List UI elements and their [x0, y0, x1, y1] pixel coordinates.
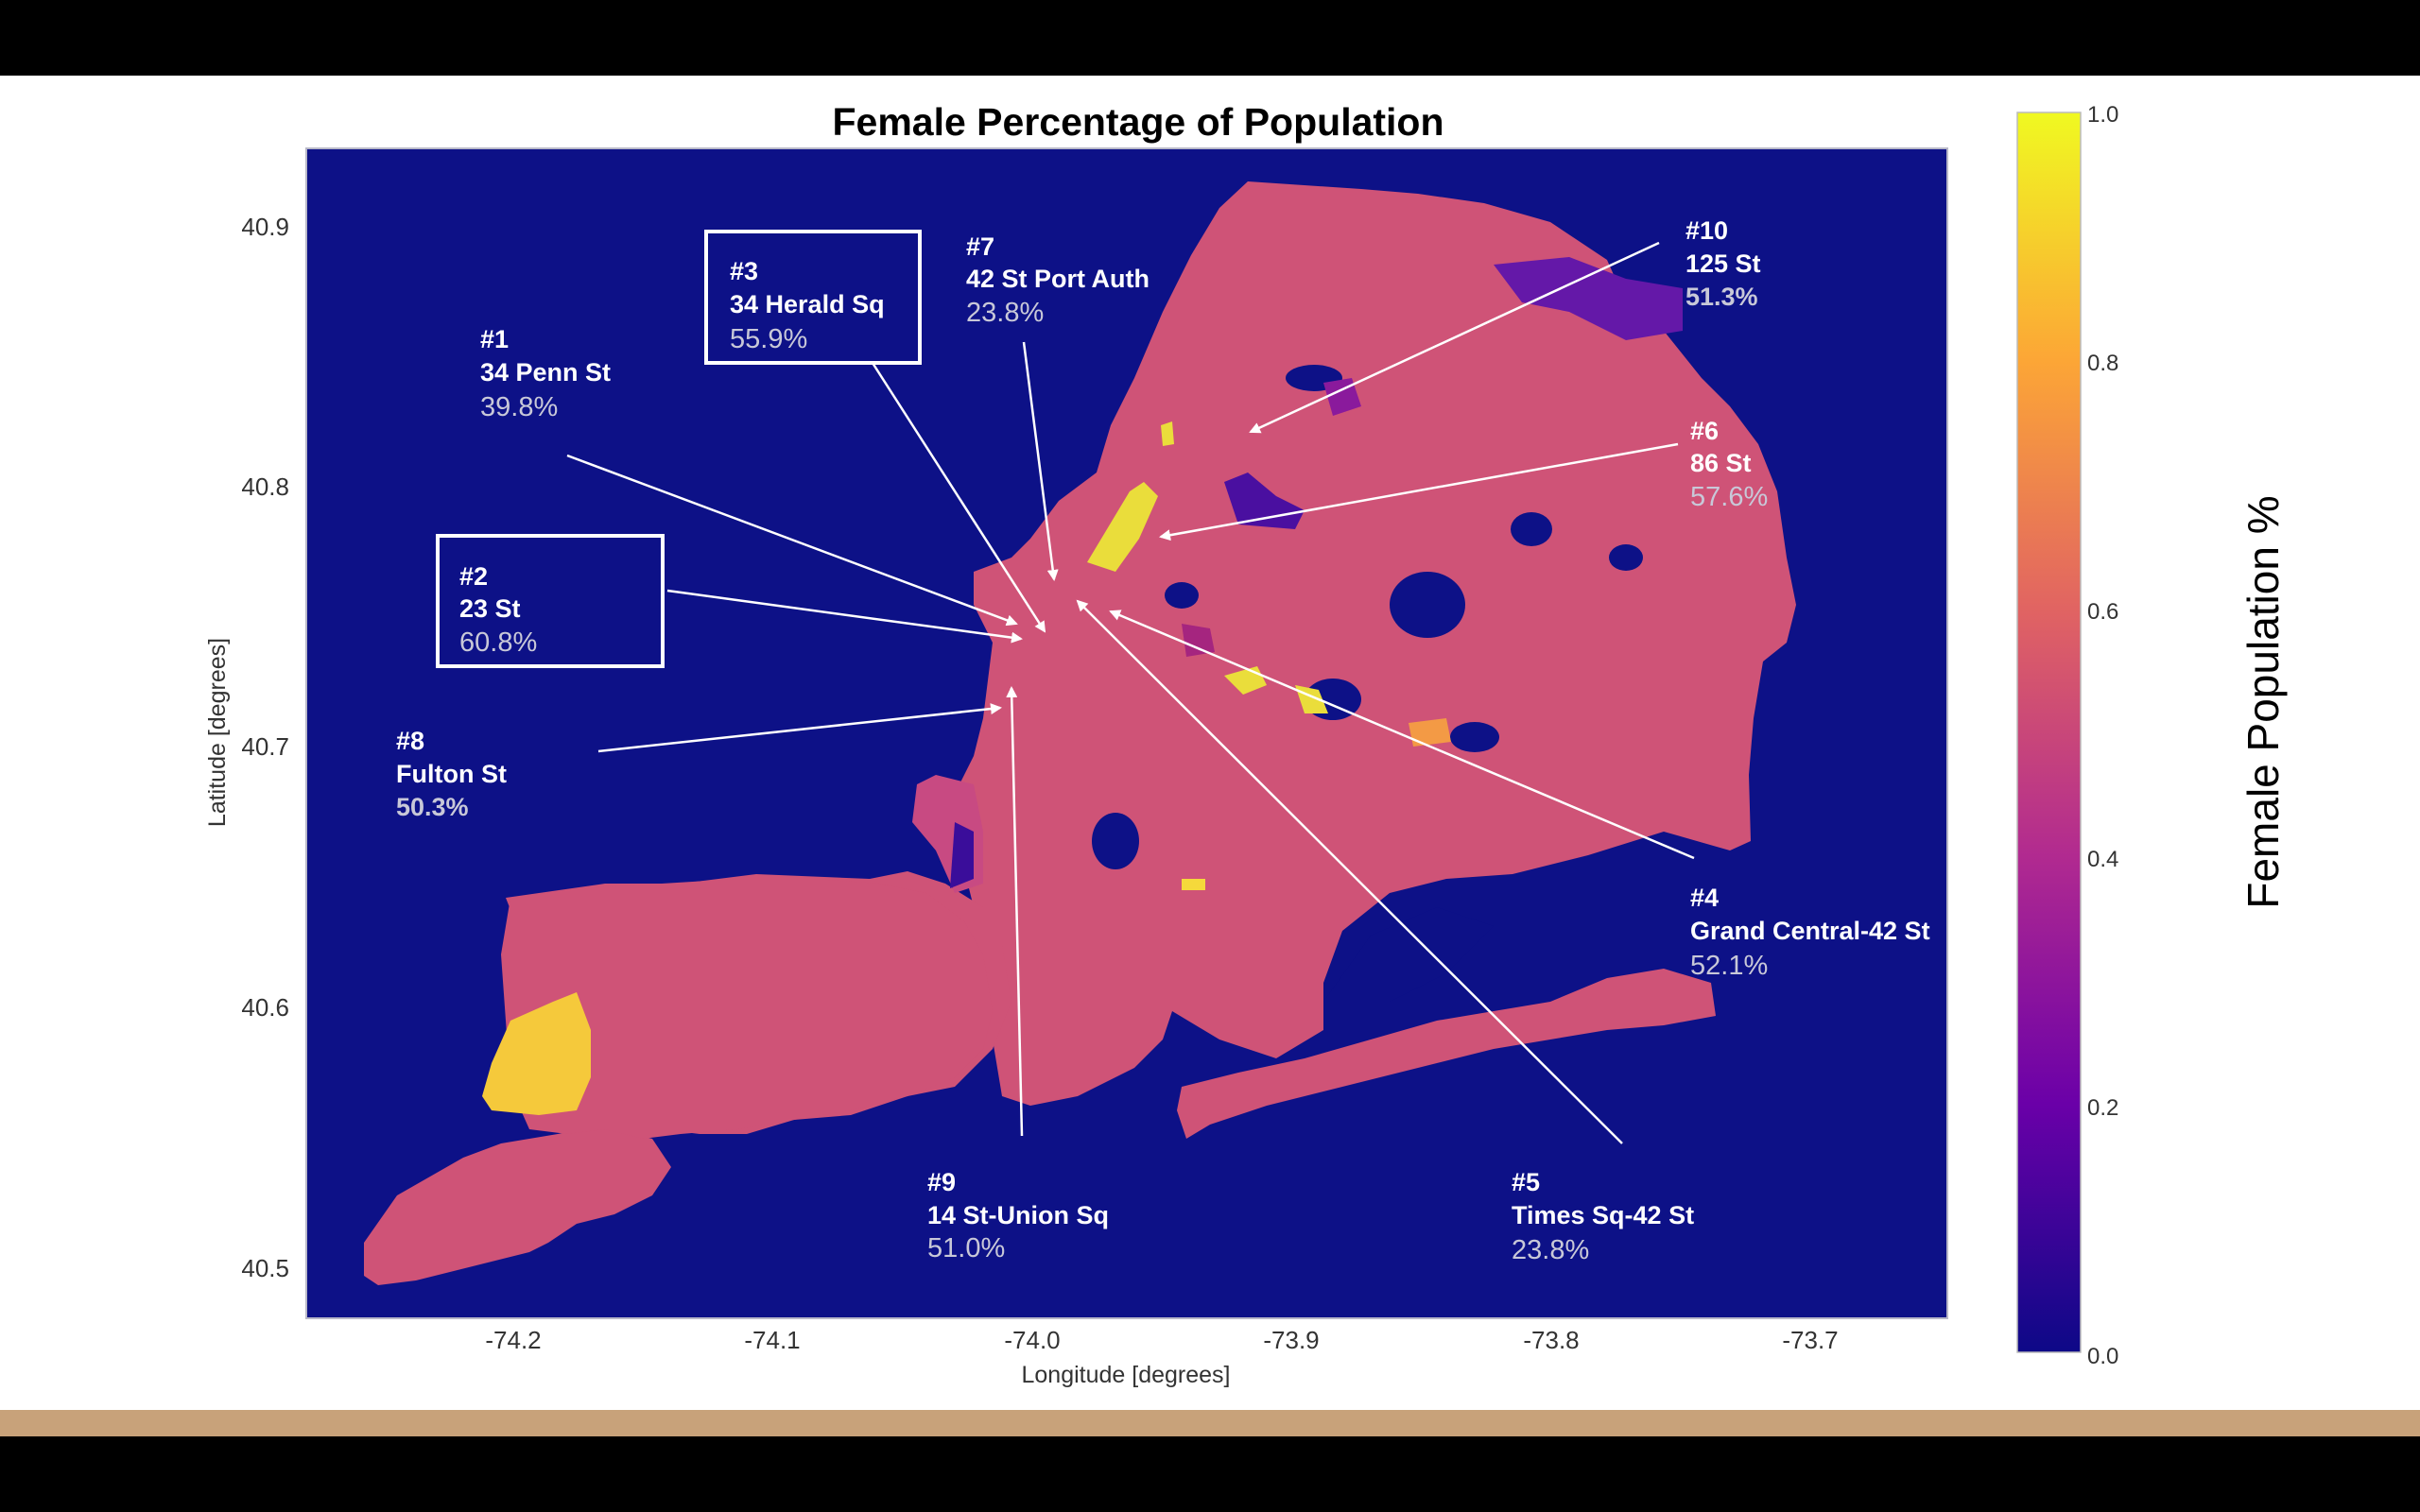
- arrow-4: [1109, 610, 1695, 860]
- station-name: Fulton St: [396, 760, 507, 788]
- colorbar-tick: 1.0: [2087, 102, 2118, 128]
- station-pct: 23.8%: [1512, 1235, 1589, 1265]
- station-rank: #3: [730, 257, 758, 285]
- station-rank: #1: [480, 325, 509, 353]
- annotation-label-10: #10 125 St 51.3%: [1685, 216, 1761, 311]
- station-pct: 52.1%: [1690, 951, 1768, 981]
- station-name: 23 St: [459, 594, 521, 623]
- colorbar-tick: 0.6: [2087, 599, 2118, 625]
- station-pct: 51.0%: [927, 1233, 1005, 1263]
- map-land: [364, 181, 1796, 1285]
- x-axis-label: Longitude [degrees]: [1021, 1362, 1230, 1388]
- arrow-6: [1159, 442, 1679, 541]
- annotation-label-7: #7 42 St Port Auth 23.8%: [966, 232, 1150, 328]
- station-pct: 55.9%: [730, 324, 807, 354]
- annotation-label-4: #4 Grand Central-42 St 52.1%: [1690, 884, 1930, 981]
- station-pct: 51.3%: [1685, 283, 1758, 311]
- station-pct: 39.8%: [480, 392, 558, 422]
- x-tick: -73.7: [1782, 1326, 1838, 1354]
- x-tick: -73.8: [1523, 1326, 1579, 1354]
- station-name: 125 St: [1685, 249, 1761, 278]
- annotation-label-3: #3 34 Herald Sq 55.9%: [730, 257, 885, 354]
- station-rank: #10: [1685, 216, 1728, 245]
- station-name: 86 St: [1690, 449, 1752, 477]
- y-axis-label: Latitude [degrees]: [204, 638, 231, 827]
- chart-title: Female Percentage of Population: [832, 100, 1444, 144]
- colorbar-label: Female Population %: [2238, 495, 2288, 908]
- station-rank: #9: [927, 1168, 956, 1196]
- arrow-9: [1006, 686, 1024, 1137]
- station-pct: 50.3%: [396, 793, 469, 821]
- x-tick: -74.1: [744, 1326, 800, 1354]
- annotation-label-1: #1 34 Penn St 39.8%: [480, 325, 611, 422]
- station-rank: #4: [1690, 884, 1719, 912]
- station-rank: #2: [459, 562, 488, 591]
- arrow-8: [597, 703, 1002, 753]
- colorbar-tick: 0.8: [2087, 351, 2118, 376]
- y-tick: 40.6: [241, 993, 289, 1022]
- land-bronx-manhattan-queens-brooklyn: [941, 181, 1796, 1106]
- land-rockaway: [1177, 969, 1716, 1139]
- station-name: 34 Herald Sq: [730, 290, 885, 318]
- highlight-box-herald-sq: [704, 230, 922, 365]
- colorbar-tick: 0.0: [2087, 1344, 2118, 1369]
- x-axis-ticks: -74.2 -74.1 -74.0 -73.9 -73.8 -73.7: [485, 1326, 1838, 1354]
- arrow-2: [666, 589, 1023, 644]
- x-tick: -73.9: [1263, 1326, 1319, 1354]
- annotation-label-6: #6 86 St 57.6%: [1690, 417, 1768, 512]
- station-rank: #7: [966, 232, 994, 261]
- arrow-3: [871, 362, 1046, 633]
- station-name: 34 Penn St: [480, 358, 611, 387]
- station-name: Grand Central-42 St: [1690, 917, 1930, 945]
- station-pct: 23.8%: [966, 298, 1044, 328]
- y-tick: 40.5: [241, 1254, 289, 1282]
- station-name: Times Sq-42 St: [1512, 1201, 1694, 1229]
- arrow-10: [1249, 241, 1660, 434]
- annotation-arrows: [566, 241, 1695, 1144]
- station-name: 42 St Port Auth: [966, 265, 1150, 293]
- x-tick: -74.2: [485, 1326, 541, 1354]
- arrow-7: [1022, 341, 1059, 581]
- station-name: 14 St-Union Sq: [927, 1201, 1109, 1229]
- colorbar-ticks: 1.0 0.8 0.6 0.4 0.2 0.0: [2087, 102, 2118, 1369]
- station-pct: 57.6%: [1690, 482, 1768, 512]
- colorbar-tick: 0.4: [2087, 847, 2118, 872]
- station-rank: #5: [1512, 1168, 1540, 1196]
- annotation-label-8: #8 Fulton St 50.3%: [396, 727, 507, 821]
- y-tick: 40.7: [241, 732, 289, 761]
- annotation-label-9: #9 14 St-Union Sq 51.0%: [927, 1168, 1109, 1263]
- annotation-label-5: #5 Times Sq-42 St 23.8%: [1512, 1168, 1694, 1265]
- arrow-1: [566, 454, 1018, 627]
- map-inland-water: [1092, 365, 1643, 1002]
- station-pct: 60.8%: [459, 627, 537, 658]
- station-rank: #6: [1690, 417, 1719, 445]
- station-rank: #8: [396, 727, 424, 755]
- y-tick: 40.8: [241, 472, 289, 501]
- map-low-zones: [950, 257, 1683, 888]
- arrow-5: [1076, 599, 1623, 1144]
- highlight-box-23-st: [436, 534, 665, 668]
- colorbar: [2016, 112, 2082, 1353]
- y-axis-ticks: 40.9 40.8 40.7 40.6 40.5: [241, 213, 289, 1282]
- x-tick: -74.0: [1004, 1326, 1060, 1354]
- map-high-zones: [482, 421, 1451, 1115]
- colorbar-tick: 0.2: [2087, 1095, 2118, 1121]
- land-staten-island-west: [501, 879, 993, 1139]
- y-tick: 40.9: [241, 213, 289, 241]
- footer-band: [0, 1410, 2420, 1436]
- annotation-label-2: #2 23 St 60.8%: [459, 562, 537, 658]
